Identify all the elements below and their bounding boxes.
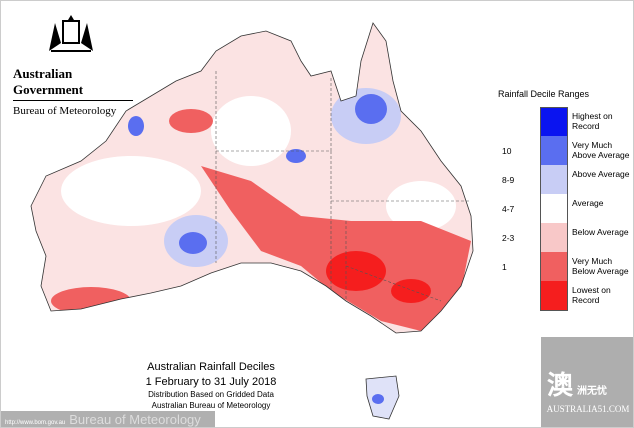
average-region-central [211, 96, 291, 166]
average-region-east [386, 181, 456, 231]
very-much-above-region-kimberley [128, 116, 144, 136]
legend-label: Very Much Above Average [572, 140, 630, 160]
legend-label: Above Average [572, 169, 630, 179]
legend-range: 10 [502, 146, 512, 156]
map-note: Distribution Based on Gridded Data [148, 390, 274, 399]
government-name: Australian Government [13, 66, 133, 101]
watermark-url: http://www.bom.gov.au [5, 420, 66, 426]
state-borders [215, 71, 471, 302]
legend-item: 10 Very Much Above Average [498, 136, 633, 165]
very-much-below-region-north [169, 109, 213, 133]
very-much-above-region-qld [355, 94, 387, 124]
legend-swatch [540, 107, 568, 137]
brand-chinese-small: 洲无忧 [577, 386, 608, 397]
legend-item: Lowest on Record [498, 281, 633, 311]
map-period: 1 February to 31 July 2018 [145, 376, 277, 388]
legend-swatch [540, 223, 568, 252]
legend-title: Rainfall Decile Ranges [498, 89, 590, 99]
lowest-record-region-2 [391, 279, 431, 303]
legend-item: 1 Very Much Below Average [498, 252, 633, 281]
very-much-above-region-tas [372, 394, 384, 404]
coat-of-arms-icon [49, 15, 93, 52]
legend-item: Highest on Record [498, 107, 633, 137]
legend-item: 2-3 Below Average [498, 223, 633, 252]
bureau-name: Bureau of Meteorology [13, 105, 117, 117]
brand-chinese: 澳 [547, 370, 574, 400]
watermark-text: Bureau of Meteorology [69, 412, 201, 427]
legend-label: Below Average [572, 227, 629, 237]
very-much-below-region-sw [51, 287, 131, 315]
legend-range: 4-7 [502, 204, 515, 214]
average-region-west [61, 156, 201, 226]
legend-range: 2-3 [502, 233, 515, 243]
brand-site: AUSTRALIA51.COM [546, 404, 630, 414]
map-source: Australian Bureau of Meteorology [151, 401, 271, 410]
map-title: Australian Rainfall Deciles [147, 361, 275, 373]
map-caption: Australian Rainfall Deciles 1 February t… [111, 361, 311, 410]
legend-label: Lowest on Record [572, 285, 611, 305]
legend-item: 4-7 Average [498, 194, 633, 223]
lowest-record-region [326, 251, 386, 291]
legend-swatch [540, 165, 568, 194]
legend-label: Average [572, 198, 604, 208]
very-much-above-region-central [179, 232, 207, 254]
legend-item: 8-9 Above Average [498, 165, 633, 194]
legend-range: 8-9 [502, 175, 515, 185]
bom-logo: Australian Government Bureau of Meteorol… [13, 13, 133, 117]
watermark: http://www.bom.gov.au Bureau of Meteorolo… [1, 411, 215, 427]
legend-swatch [540, 252, 568, 281]
legend-swatch [540, 194, 568, 223]
legend-label: Very Much Below Average [572, 256, 629, 276]
site-brand: 澳洲无忧 AUSTRALIA51.COM [541, 337, 633, 427]
legend-label: Highest on Record [572, 111, 613, 131]
legend: Rainfall Decile Ranges Highest on Record… [498, 89, 633, 311]
legend-swatch [540, 136, 568, 165]
legend-swatch [540, 281, 568, 311]
legend-range: 1 [502, 262, 507, 272]
very-much-above-region-nt [286, 149, 306, 163]
